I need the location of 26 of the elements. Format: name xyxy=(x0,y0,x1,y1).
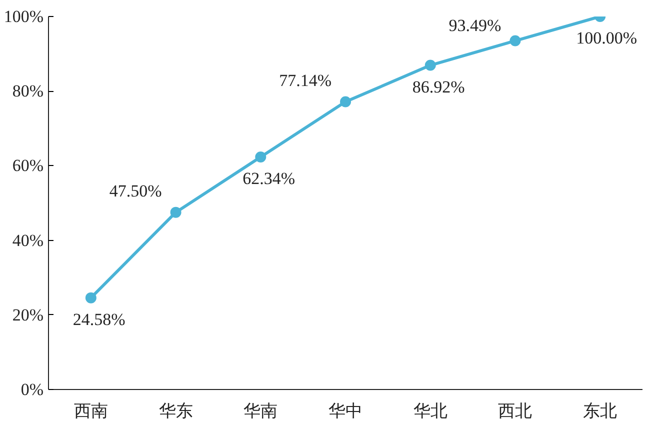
point xyxy=(255,151,266,162)
x-tick-label: 华东 xyxy=(158,402,193,420)
point xyxy=(424,60,436,71)
point xyxy=(85,292,96,304)
data-label: 77.14% xyxy=(279,70,332,90)
data-label: 62.34% xyxy=(242,168,296,188)
y-tick-label: 40% xyxy=(12,230,44,250)
x-tick-label: 华南 xyxy=(244,402,278,420)
point xyxy=(510,35,521,46)
data-label: 100.00% xyxy=(576,28,637,48)
point xyxy=(170,206,182,218)
y-tick-label: 60% xyxy=(12,156,44,176)
x-tick-label: 西南 xyxy=(74,402,108,420)
x-tick-label: 华中 xyxy=(328,402,362,420)
y-tick-label: 0% xyxy=(20,380,44,399)
x-tick-label: 华北 xyxy=(413,402,448,420)
data-label: 86.92% xyxy=(412,77,465,96)
data-label: 93.49% xyxy=(448,16,502,35)
x-tick-label: 西北 xyxy=(498,402,532,420)
data-label: 24.58% xyxy=(72,310,126,329)
y-tick-label: 20% xyxy=(12,305,44,324)
y-tick-label: 100% xyxy=(4,7,44,26)
data-label: 47.50% xyxy=(109,181,162,200)
point xyxy=(340,96,351,108)
x-tick-label: 东北 xyxy=(583,402,618,420)
y-tick-label: 80% xyxy=(12,82,44,101)
